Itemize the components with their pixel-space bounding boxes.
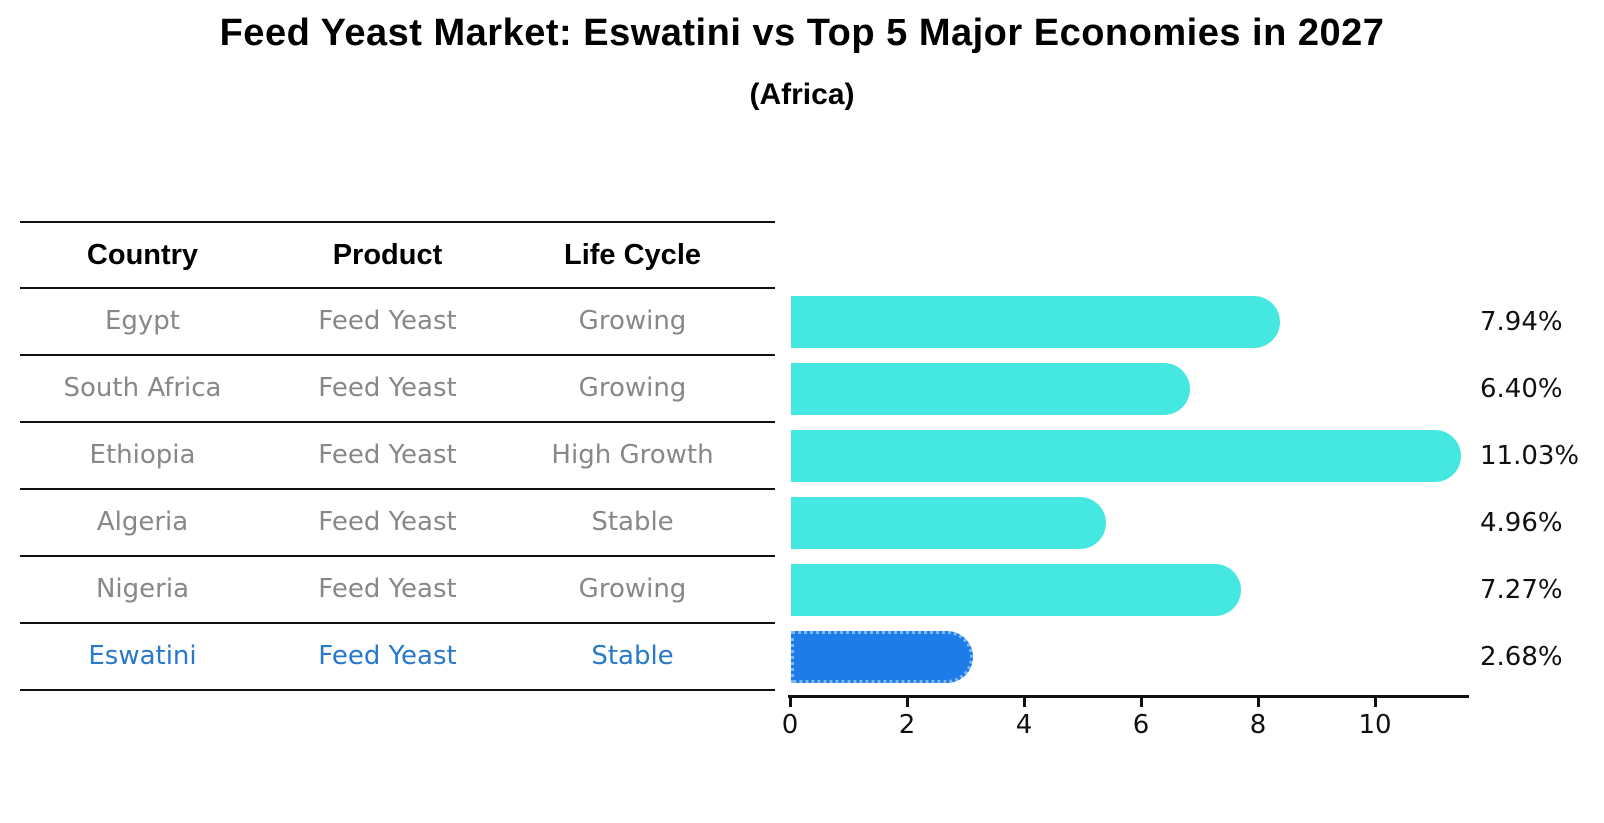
x-tick — [1023, 698, 1026, 707]
chart-title: Feed Yeast Market: Eswatini vs Top 5 Maj… — [219, 12, 1385, 54]
row-separator-line — [20, 488, 775, 490]
column-header-product: Product — [332, 239, 443, 271]
bar — [791, 362, 1191, 415]
cell-country: Egypt — [104, 306, 181, 336]
x-tick — [906, 698, 909, 707]
x-tick-label: 10 — [1358, 710, 1392, 740]
cell-life-cycle: Stable — [591, 507, 674, 537]
bar — [791, 496, 1107, 549]
row-separator-line — [20, 689, 775, 691]
column-header-life-cycle: Life Cycle — [564, 239, 701, 271]
bar-value-label: 7.94% — [1480, 306, 1563, 337]
row-separator-line — [20, 421, 775, 423]
bar — [791, 429, 1462, 482]
cell-country: South Africa — [63, 373, 222, 403]
x-tick — [1140, 698, 1143, 707]
cell-country: Nigeria — [95, 574, 190, 604]
cell-life-cycle: Stable — [591, 641, 674, 671]
cell-product: Feed Yeast — [318, 641, 457, 671]
x-tick-label: 0 — [781, 710, 799, 740]
cell-product: Feed Yeast — [318, 306, 457, 336]
cell-product: Feed Yeast — [318, 440, 457, 470]
x-tick-label: 4 — [1015, 710, 1033, 740]
cell-life-cycle: Growing — [578, 574, 687, 604]
bar-value-label: 2.68% — [1480, 641, 1563, 672]
cell-country: Eswatini — [88, 641, 197, 671]
x-tick — [1257, 698, 1260, 707]
cell-product: Feed Yeast — [318, 373, 457, 403]
bar-value-label: 11.03% — [1480, 440, 1580, 471]
cell-life-cycle: High Growth — [551, 440, 714, 470]
x-tick — [789, 698, 792, 707]
x-tick-label: 2 — [898, 710, 916, 740]
row-separator-line — [20, 555, 775, 557]
row-separator-line — [20, 354, 775, 356]
cell-life-cycle: Growing — [578, 373, 687, 403]
x-tick-label: 6 — [1132, 710, 1150, 740]
bar-value-label: 4.96% — [1480, 507, 1563, 538]
cell-product: Feed Yeast — [318, 507, 457, 537]
table-header-line — [20, 287, 775, 289]
bar-highlighted — [791, 630, 973, 683]
bar — [791, 295, 1281, 348]
chart-subtitle: (Africa) — [749, 78, 855, 111]
bar-value-label: 7.27% — [1480, 574, 1563, 605]
cell-life-cycle: Growing — [578, 306, 687, 336]
column-header-country: Country — [86, 239, 199, 271]
bar — [791, 563, 1242, 616]
table-top-line — [20, 221, 775, 223]
cell-country: Ethiopia — [89, 440, 196, 470]
x-tick-label: 8 — [1249, 710, 1267, 740]
row-separator-line — [20, 622, 775, 624]
bar-value-label: 6.40% — [1480, 373, 1563, 404]
cell-country: Algeria — [96, 507, 189, 537]
x-tick — [1374, 698, 1377, 707]
cell-product: Feed Yeast — [318, 574, 457, 604]
x-axis-line — [788, 695, 1469, 698]
